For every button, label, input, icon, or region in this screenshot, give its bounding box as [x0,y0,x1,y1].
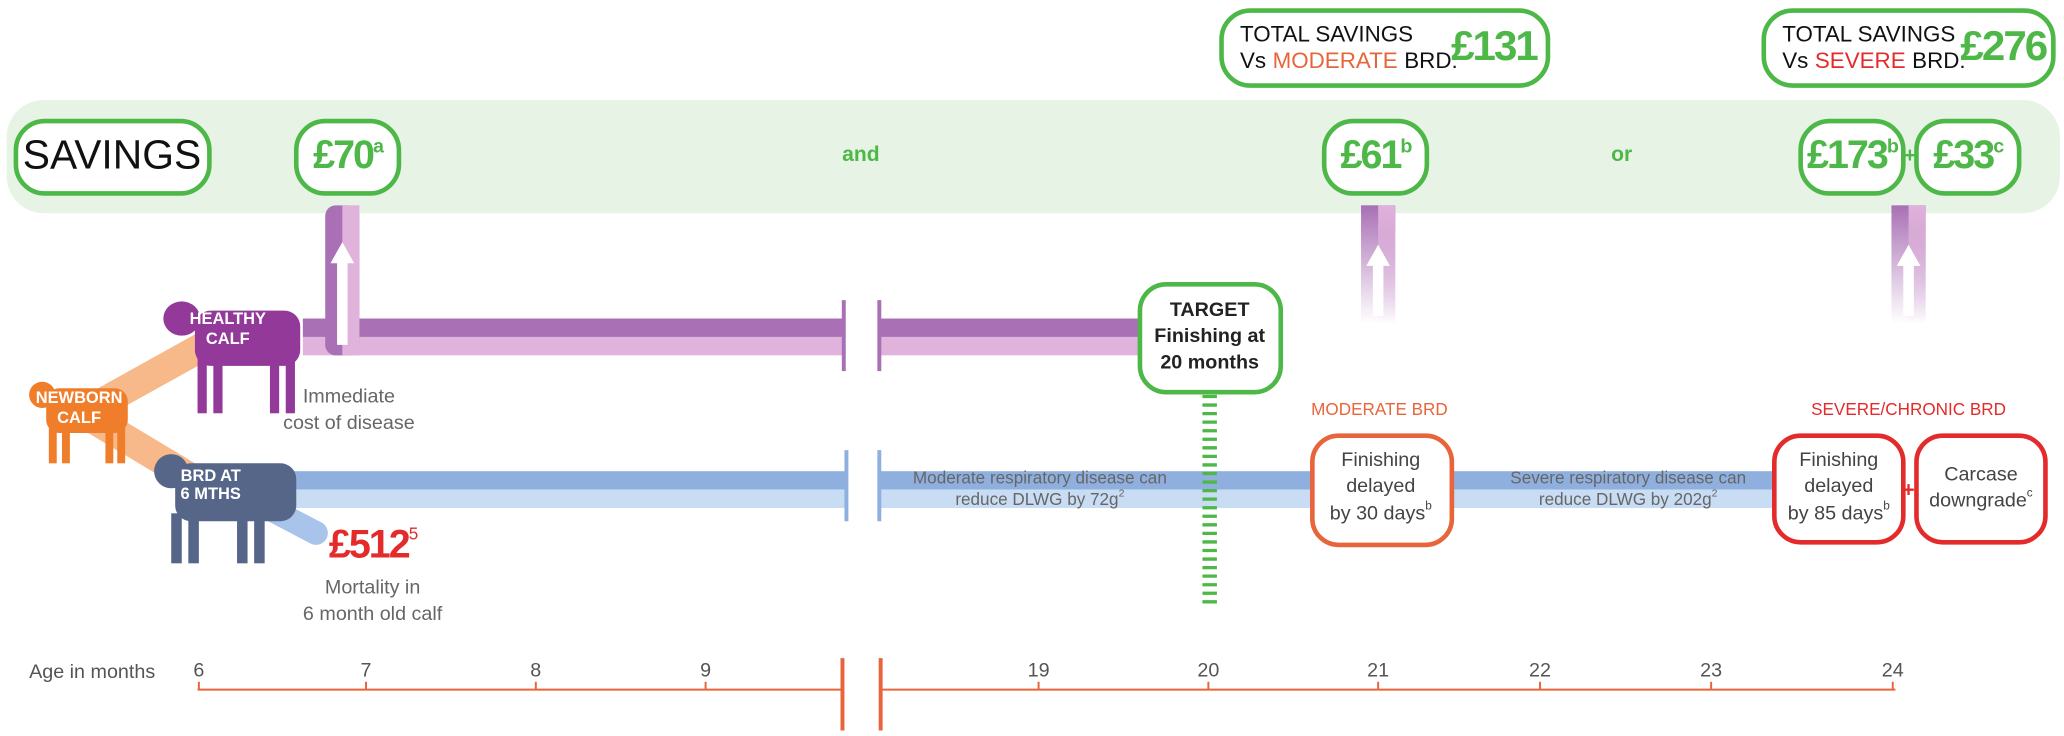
axis-label: Age in months [29,661,155,683]
text: reduce DLWG by 72g [955,490,1118,509]
box-text: Carcase [1944,463,2018,485]
age-label: 8 [530,659,541,681]
age-label: 21 [1367,659,1389,681]
caption: Mortality in [325,577,420,599]
box-text: Finishing [1799,449,1878,471]
qualifier: MODERATE [1273,48,1398,73]
age-label: 7 [361,659,372,681]
note: b [1883,499,1890,513]
calf-label: NEWBORN [36,389,123,407]
suffix: BRD: [1404,48,1457,73]
calf-label: BRD AT [181,467,241,485]
note: b [1425,499,1432,513]
age-label: 9 [700,659,711,681]
healthy-line [303,300,1144,371]
box-text: delayed [1346,475,1415,497]
description: reduce DLWG by 202g2 [1539,487,1718,508]
vs: Vs [1240,48,1266,73]
suffix: BRD: [1912,48,1965,73]
page: {"savings_band":{"label":"SAVINGS","conn… [0,0,2064,731]
savings-label: SAVINGS [23,132,201,178]
caption: 6 month old calf [303,603,443,625]
text: by 85 days [1788,503,1884,525]
note: 2 [1119,487,1125,499]
age-label: 6 [193,659,204,681]
target-text: 20 months [1160,351,1259,373]
connector: and [842,143,879,166]
description: reduce DLWG by 72g2 [955,487,1124,508]
target-text: TARGET [1170,299,1250,321]
age-label: 19 [1028,659,1050,681]
description: Severe respiratory disease can [1510,469,1746,488]
heading: MODERATE BRD [1311,400,1448,419]
mortality-amount: £5125 [329,523,418,567]
box-text: delayed [1804,475,1873,497]
box-text: by 85 daysb [1788,499,1890,525]
caption: cost of disease [283,412,415,434]
infographic: HEALTHY CALF NEWBORN CALF BRD AT 6 MTHS … [0,0,2064,731]
caption: Immediate [303,386,395,408]
amount: £70 [313,133,374,177]
plus: + [1902,478,1914,501]
page-body: HEALTHY CALF NEWBORN CALF BRD AT 6 MTHS … [0,0,2064,731]
heading: SEVERE/CHRONIC BRD [1811,400,2006,419]
age-axis: 6 7 8 9 19 20 21 22 23 24 [193,658,1903,730]
total-amount: £131 [1451,22,1538,69]
target-text: Finishing at [1154,325,1265,347]
text: downgrade [1929,490,2027,512]
note: 2 [1712,487,1718,499]
age-label: 20 [1197,659,1219,681]
box-text: downgradec [1929,486,2033,512]
box-text: Finishing [1341,449,1420,471]
note: c [2027,486,2033,500]
amount: £173 [1807,133,1888,177]
amount: £61 [1341,133,1402,177]
vs: Vs [1782,48,1808,73]
calf-label: HEALTHY [190,310,266,328]
calf-label: 6 MTHS [181,485,241,503]
text: by 30 days [1330,503,1426,525]
calf-label: CALF [57,409,101,427]
qualifier: SEVERE [1815,48,1906,73]
total-line: TOTAL SAVINGS [1782,21,1955,46]
total-line: TOTAL SAVINGS [1240,21,1413,46]
amount: £512 [329,523,410,567]
calf-label: CALF [206,330,250,348]
text: reduce DLWG by 202g [1539,490,1712,509]
box-text: by 30 daysb [1330,499,1432,525]
description: Moderate respiratory disease can [913,469,1167,488]
amount: £33 [1933,133,1994,177]
connector: or [1611,143,1632,166]
saving: £173b [1807,133,1899,177]
age-label: 23 [1700,659,1722,681]
note: 5 [409,524,418,543]
total-amount: £276 [1960,22,2046,69]
age-label: 24 [1882,659,1904,681]
age-label: 22 [1529,659,1551,681]
